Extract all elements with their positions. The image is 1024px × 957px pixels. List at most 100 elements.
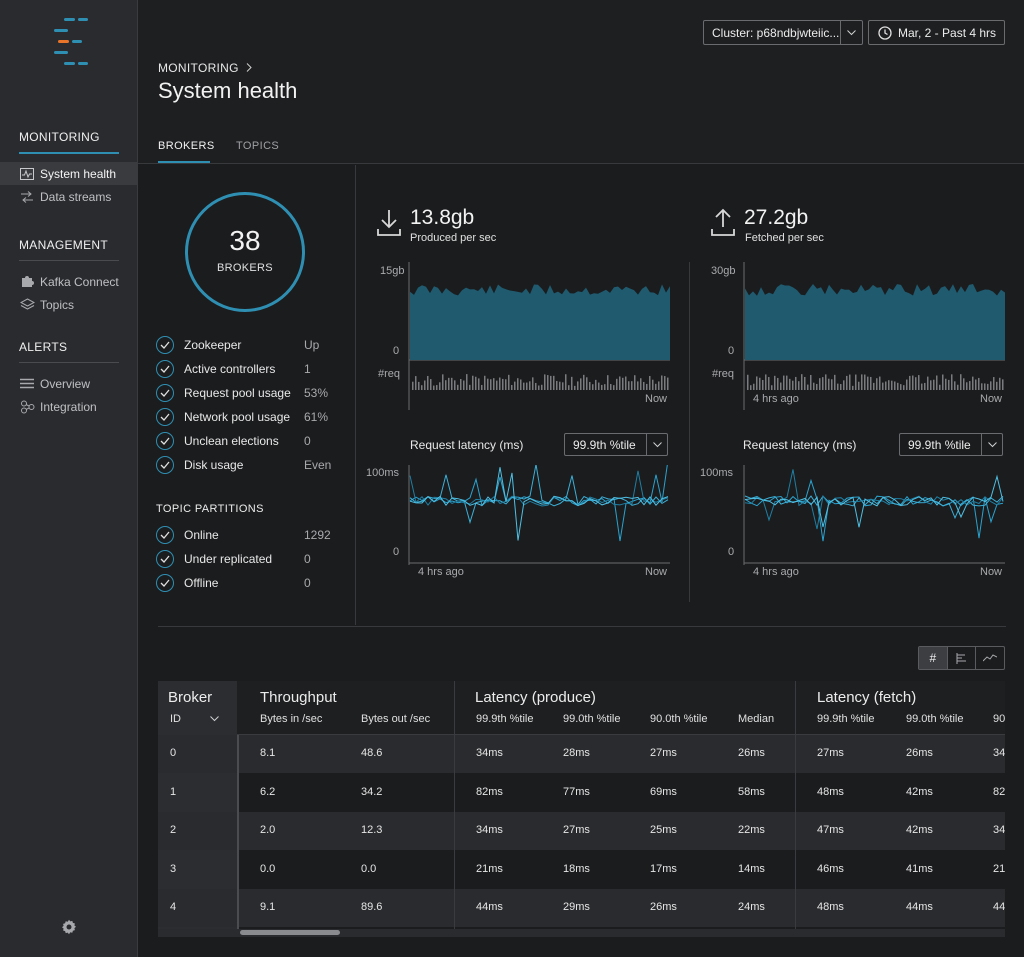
chevron-down-icon xyxy=(981,434,1002,455)
sidebar-item-label: Kafka Connect xyxy=(40,274,119,289)
y-axis-bottom-label: 0 xyxy=(393,345,400,357)
table-cell: 34 xyxy=(993,824,1005,837)
table-cell: 41ms xyxy=(906,862,933,875)
partition-row: Offline 0 xyxy=(156,573,336,593)
check-icon xyxy=(156,550,174,568)
status-row: Unclean elections 0 xyxy=(156,431,336,451)
scrollbar-thumb[interactable] xyxy=(240,930,340,935)
view-toggle: # xyxy=(918,646,1005,670)
percentile-select[interactable]: 99.9th %tile xyxy=(899,433,1003,456)
table-cell: 8.1 xyxy=(260,747,276,759)
percentile-value: 99.9th %tile xyxy=(908,437,971,452)
table-cell: 24ms xyxy=(738,901,765,914)
table-cell: 44 xyxy=(993,901,1005,914)
column-header-bytes-in[interactable]: Bytes in /sec xyxy=(260,713,323,725)
table-cell: 0.0 xyxy=(361,862,377,875)
check-icon xyxy=(156,408,174,426)
table-cell: 69ms xyxy=(650,785,677,798)
check-icon xyxy=(156,336,174,354)
arrows-icon xyxy=(19,190,35,204)
status-row: Network pool usage 61% xyxy=(156,407,336,427)
breadcrumb[interactable]: MONITORING xyxy=(158,61,253,75)
column-header-fetch-p999[interactable]: 99.9th %tile xyxy=(817,713,875,725)
table-view-button[interactable]: # xyxy=(919,647,947,669)
group-header-broker: Broker xyxy=(168,689,213,706)
sidebar-item-data-streams[interactable]: Data streams xyxy=(0,185,137,208)
sidebar-item-overview[interactable]: Overview xyxy=(0,372,137,395)
table-cell: 82 xyxy=(993,785,1005,798)
tab-topics[interactable]: TOPICS xyxy=(236,140,280,152)
table-cell: 12.3 xyxy=(361,824,383,837)
x-axis-start-label: 4 hrs ago xyxy=(753,393,799,405)
sidebar-item-label: Integration xyxy=(40,399,97,414)
column-header-fetch-p990[interactable]: 99.0th %tile xyxy=(906,713,964,725)
status-row: Zookeeper Up xyxy=(156,335,336,355)
bar-view-button[interactable] xyxy=(946,647,976,669)
table-cell: 48ms xyxy=(817,785,844,798)
table-cell: 26ms xyxy=(738,747,765,759)
sidebar-item-integration[interactable]: Integration xyxy=(0,395,137,418)
table-cell: 34ms xyxy=(476,747,503,759)
percentile-select[interactable]: 99.9th %tile xyxy=(564,433,668,456)
table-row[interactable]: 0 8.1 48.6 34ms 28ms 27ms 26ms 27ms 26ms 34 xyxy=(158,735,1005,773)
group-header-latency-fetch: Latency (fetch) xyxy=(817,689,917,706)
area-series xyxy=(745,284,1005,360)
table-cell: 22ms xyxy=(738,824,765,837)
column-header-produce-median[interactable]: Median xyxy=(738,713,775,725)
table-cell: 27ms xyxy=(650,747,677,759)
check-icon xyxy=(156,456,174,474)
latency-y-bottom-label: 0 xyxy=(728,546,735,558)
status-row: Request pool usage 53% xyxy=(156,383,336,403)
time-range-select[interactable]: Mar, 2 - Past 4 hrs xyxy=(868,20,1005,45)
cluster-select[interactable]: Cluster: p68ndbjwteiic... xyxy=(703,20,863,45)
column-header-fetch-p900[interactable]: 90 xyxy=(993,713,1005,725)
area-series xyxy=(410,284,670,360)
latency-series xyxy=(744,469,1004,530)
table-row[interactable]: 2 2.0 12.3 34ms 27ms 25ms 22ms 47ms 42ms 34 xyxy=(158,812,1005,851)
table-cell: 42ms xyxy=(906,824,933,837)
y-axis-top-label: 30gb xyxy=(711,265,736,277)
nav-section-title: ALERTS xyxy=(19,340,68,354)
table-row[interactable]: 4 9.1 89.6 44ms 29ms 26ms 24ms 48ms 44ms 44 xyxy=(158,889,1005,928)
table-cell: 44ms xyxy=(906,901,933,914)
column-header-produce-p990[interactable]: 99.0th %tile xyxy=(563,713,621,725)
brokers-table: Broker Throughput Latency (produce) Late… xyxy=(158,681,1005,937)
table-cell: 34.2 xyxy=(361,785,383,798)
table-row[interactable]: 3 0.0 0.0 21ms 18ms 17ms 14ms 46ms 41ms 21 xyxy=(158,851,1005,889)
group-header-latency-produce: Latency (produce) xyxy=(475,689,596,706)
sidebar-item-system-health[interactable]: System health xyxy=(0,162,137,185)
x-axis-end-label: Now xyxy=(645,393,668,405)
trend-view-button[interactable] xyxy=(975,647,1004,669)
chevron-down-icon xyxy=(840,21,862,44)
table-cell: 29ms xyxy=(563,901,590,914)
app-logo-icon xyxy=(54,18,88,65)
latency-x-end-label: Now xyxy=(645,566,668,578)
horizontal-scrollbar[interactable] xyxy=(158,929,1005,937)
fetched-value: 27.2gb xyxy=(744,206,809,229)
sidebar-item-kafka-connect[interactable]: Kafka Connect xyxy=(0,270,137,293)
integration-icon xyxy=(19,400,35,414)
column-header-produce-p900[interactable]: 90.0th %tile xyxy=(650,713,708,725)
latency-series xyxy=(409,467,669,541)
fetched-label: Fetched per sec xyxy=(745,232,824,244)
sidebar-item-topics[interactable]: Topics xyxy=(0,293,137,316)
latency-x-start-label: 4 hrs ago xyxy=(418,566,464,578)
percentile-value: 99.9th %tile xyxy=(573,437,636,452)
active-tab-indicator xyxy=(158,161,210,163)
produced-value: 13.8gb xyxy=(410,206,475,229)
table-cell: 4 xyxy=(170,901,177,914)
table-cell: 26ms xyxy=(650,901,677,914)
column-header-produce-p999[interactable]: 99.9th %tile xyxy=(476,713,534,725)
partition-row: Online 1292 xyxy=(156,525,336,545)
column-header-bytes-out[interactable]: Bytes out /sec xyxy=(361,713,431,725)
upload-icon xyxy=(711,208,735,236)
cluster-select-value: Cluster: p68ndbjwteiic... xyxy=(712,25,840,40)
nav-section-title: MONITORING xyxy=(19,130,100,144)
table-cell: 46ms xyxy=(817,862,844,875)
column-header-id[interactable]: ID xyxy=(170,713,219,725)
table-row[interactable]: 1 6.2 34.2 82ms 77ms 69ms 58ms 48ms 42ms 82 xyxy=(158,774,1005,812)
nav-section-monitoring: MONITORING xyxy=(19,130,119,154)
tab-brokers[interactable]: BROKERS xyxy=(158,140,215,152)
table-cell: 34ms xyxy=(476,824,503,837)
gear-icon[interactable] xyxy=(61,919,77,935)
